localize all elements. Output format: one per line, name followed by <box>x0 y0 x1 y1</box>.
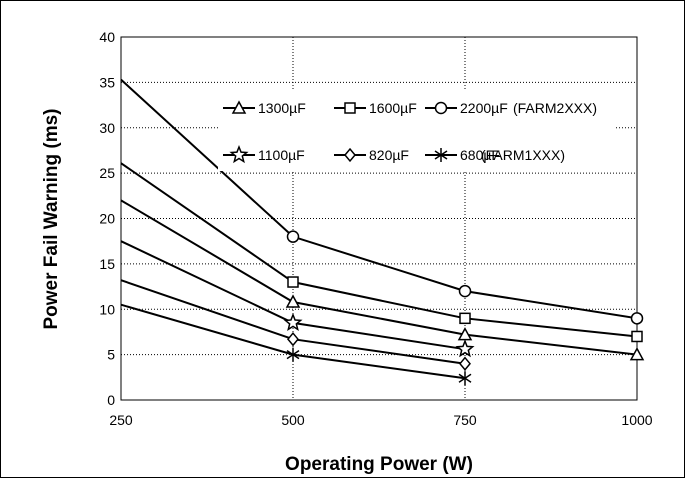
x-tick-label: 750 <box>453 412 477 428</box>
square-marker <box>631 330 643 343</box>
series-line <box>120 199 638 356</box>
legend-item-1600µF: 1600µF <box>334 100 417 116</box>
y-tick-label: 30 <box>99 120 115 136</box>
legend-item-820µF: 820µF <box>334 147 409 163</box>
y-tick-label: 0 <box>107 392 115 408</box>
triangle-marker <box>629 347 645 361</box>
square-marker <box>344 102 356 114</box>
star-marker <box>229 144 249 164</box>
x-axis-title: Operating Power (W) <box>285 454 473 475</box>
circle-marker <box>286 230 300 243</box>
star-marker <box>283 312 303 331</box>
y-tick-label: 5 <box>107 347 115 363</box>
y-tick-label: 10 <box>99 301 115 317</box>
x-tick-label: 500 <box>281 412 305 428</box>
diamond-marker <box>287 332 299 347</box>
legend-item-2200µF: 2200µF <box>425 100 508 116</box>
series-2200µF <box>120 78 644 325</box>
legend-group-label: (FARM1XXX) <box>481 147 565 163</box>
circle-marker <box>630 312 644 325</box>
diamond-marker <box>459 356 471 371</box>
y-tick-label: 20 <box>99 211 115 227</box>
legend-label: 1300µF <box>258 100 306 116</box>
diamond-marker <box>344 147 356 163</box>
x-tick-label: 1000 <box>621 412 652 428</box>
triangle-marker <box>285 294 301 308</box>
legend-group-label: (FARM2XXX) <box>513 100 597 116</box>
x-tick-label: 250 <box>109 412 133 428</box>
legend-label: 1100µF <box>258 147 305 163</box>
series-1600µF <box>120 162 643 343</box>
series-layer <box>120 78 645 386</box>
y-tick-label: 40 <box>99 29 115 45</box>
legend: 1300µF 1600µF 2200µF (FARM2XXX) 1100µF 820µF 6… <box>218 91 614 171</box>
square-marker <box>287 276 299 288</box>
plot-area-border <box>120 36 638 401</box>
legend-label: 2200µF <box>460 100 508 116</box>
asterisk-marker <box>458 371 472 386</box>
legend-label: 680µF <box>460 147 500 163</box>
square-marker <box>459 312 471 325</box>
legend-background <box>218 91 614 171</box>
ticks-layer: 0 5 10 15 20 25 30 35 40 250 500 750 1000 <box>99 29 652 428</box>
circle-marker <box>458 284 472 298</box>
star-marker <box>455 339 475 358</box>
triangle-marker <box>231 100 247 114</box>
legend-label: 820µF <box>369 147 409 163</box>
legend-item-1300µF: 1300µF <box>223 100 306 116</box>
y-tick-label: 25 <box>99 165 115 181</box>
circle-marker <box>434 101 448 115</box>
y-tick-label: 15 <box>99 256 115 272</box>
series-line <box>120 78 638 320</box>
series-680µF <box>120 303 472 386</box>
series-line <box>120 162 638 338</box>
legend-item-680µF: 680µF <box>425 147 500 163</box>
asterisk-marker <box>286 347 300 362</box>
legend-label: 1600µF <box>369 100 417 116</box>
asterisk-marker <box>434 148 448 162</box>
series-1100µF <box>120 240 475 358</box>
y-tick-label: 35 <box>99 74 115 90</box>
series-1300µF <box>120 199 645 361</box>
legend-item-1100µF: 1100µF <box>223 144 305 164</box>
y-axis-title: Power Fail Warning (ms) <box>41 109 62 330</box>
series-820µF <box>120 279 471 371</box>
